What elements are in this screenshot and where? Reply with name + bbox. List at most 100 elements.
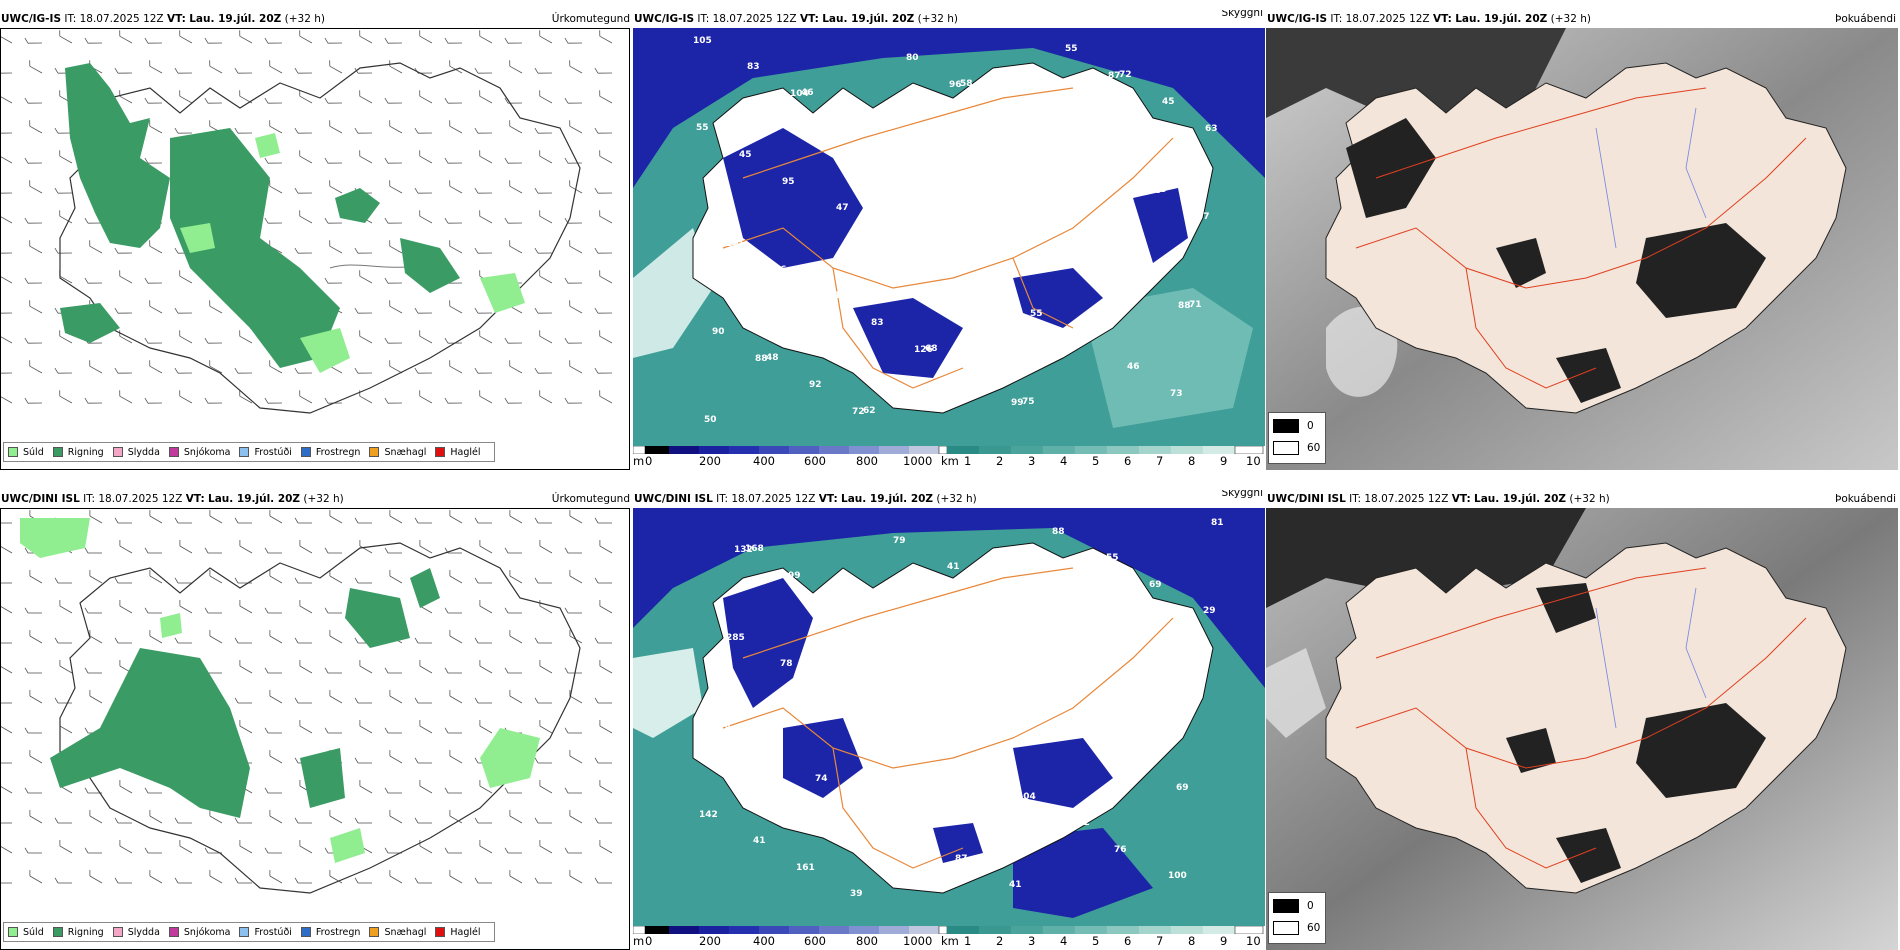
visibility-panel-row2: UWC/DINI ISL IT: 18.07.2025 12Z VT: Lau.… xyxy=(633,490,1265,950)
wind-barb-feather xyxy=(384,337,389,344)
wind-barb xyxy=(539,275,553,284)
wind-barb-feather xyxy=(444,727,449,734)
wind-barb-feather xyxy=(564,607,569,614)
wind-barb-feather xyxy=(384,787,389,794)
wind-barb-feather xyxy=(24,847,29,854)
wind-barb-feather xyxy=(444,217,449,224)
visibility-value-label: 45 xyxy=(739,150,752,160)
wind-barb xyxy=(119,95,133,104)
wind-barb-feather xyxy=(54,127,59,134)
legend-label: Slydda xyxy=(127,446,160,458)
visibility-value-label: 92 xyxy=(809,380,822,390)
wind-barb-feather xyxy=(84,787,89,794)
wind-barb xyxy=(599,665,613,674)
colorbar-tick: 9 xyxy=(1220,934,1228,948)
wind-barb-feather xyxy=(54,367,59,374)
legend-label: 60 xyxy=(1307,442,1321,454)
wind-barb-feather xyxy=(24,727,29,734)
wind-barb xyxy=(569,875,583,884)
wind-barb-feather xyxy=(384,277,389,284)
wind-barb xyxy=(119,275,133,284)
wind-barb-feather xyxy=(354,127,359,134)
wind-barb xyxy=(449,305,463,314)
wind-barb-feather xyxy=(564,37,569,44)
visibility-value-label: 126 xyxy=(914,345,933,355)
wind-barb xyxy=(239,335,253,344)
wind-barb xyxy=(299,395,313,404)
visibility-value-label: 85 xyxy=(982,677,995,687)
legend-label: Frostregn xyxy=(315,446,361,458)
visibility-value-label: 129 xyxy=(720,239,739,249)
wind-barb xyxy=(479,785,493,794)
wind-barb-feather xyxy=(204,547,209,554)
panel-title: Skyggni xyxy=(1221,490,1264,499)
precip-type-panel-row1: UWC/IG-IS IT: 18.07.2025 12Z VT: Lau. 19… xyxy=(0,10,632,470)
wind-barb xyxy=(359,95,373,104)
legend-item: Slydda xyxy=(112,446,160,458)
wind-barb xyxy=(449,755,463,764)
wind-barb xyxy=(299,35,313,44)
visibility-value-label: 161 xyxy=(796,863,815,873)
fog-indicator-panel-row2: UWC/DINI ISL IT: 18.07.2025 12Z VT: Lau.… xyxy=(1266,490,1898,950)
wind-barb xyxy=(479,845,493,854)
wind-barb-feather xyxy=(24,787,29,794)
wind-barb-feather xyxy=(414,877,419,884)
wind-barb-feather xyxy=(594,127,599,134)
wind-barb xyxy=(479,725,493,734)
wind-barb xyxy=(569,695,583,704)
legend-swatch xyxy=(239,927,250,937)
wind-barb xyxy=(569,575,583,584)
wind-barb xyxy=(119,785,133,794)
wind-barb-feather xyxy=(324,847,329,854)
wind-barb xyxy=(389,125,403,134)
wind-barb-feather xyxy=(294,187,299,194)
wind-barb-feather xyxy=(24,157,29,164)
legend-item: Snæhagl xyxy=(369,927,426,938)
wind-barb-feather xyxy=(324,727,329,734)
visibility-value-label: 66 xyxy=(1141,668,1154,678)
wind-barb xyxy=(209,515,223,524)
colorbar-tick: 8 xyxy=(1188,454,1196,468)
wind-barb-feather xyxy=(204,607,209,614)
wind-barb xyxy=(419,155,433,164)
visibility-value-label: 77 xyxy=(1197,212,1210,222)
wind-barb-feather xyxy=(504,217,509,224)
lead-time: (+32 h) xyxy=(284,13,325,25)
wind-barb-feather xyxy=(444,787,449,794)
wind-barb xyxy=(329,815,343,824)
panel-header: UWC/IG-IS IT: 18.07.2025 12Z VT: Lau. 19… xyxy=(0,10,632,28)
visibility-value-label: 83 xyxy=(747,62,760,72)
panel-header: UWC/DINI ISL IT: 18.07.2025 12Z VT: Lau.… xyxy=(1266,490,1898,508)
wind-barb-feather xyxy=(384,727,389,734)
colorbar-tick: 200 xyxy=(699,934,721,948)
wind-barb xyxy=(599,785,613,794)
legend-label: Rigning xyxy=(67,926,104,938)
wind-barb xyxy=(119,35,133,44)
visibility-value-label: 105 xyxy=(693,36,712,46)
wind-barb-feather xyxy=(204,97,209,104)
it-label: IT: xyxy=(1349,493,1362,505)
wind-barb xyxy=(359,395,373,404)
wind-barb-feather xyxy=(174,307,179,314)
legend-swatch xyxy=(435,447,446,457)
legend-item: Rigning xyxy=(52,926,104,938)
model-name: UWC/IG-IS xyxy=(1267,13,1328,25)
wind-barb-feather xyxy=(294,127,299,134)
legend-item: Frostúði xyxy=(239,446,292,458)
visibility-value-label: 99 xyxy=(788,571,801,581)
visibility-value-label: 57 xyxy=(990,589,1003,599)
wind-barb xyxy=(419,545,433,554)
wind-barb-feather xyxy=(174,577,179,584)
wind-barb-feather xyxy=(444,97,449,104)
wind-barb-feather xyxy=(234,67,239,74)
visibility-value-label: 223 xyxy=(858,801,877,811)
wind-barb xyxy=(299,725,313,734)
wind-barb-feather xyxy=(354,307,359,314)
legend-label: Frostúði xyxy=(254,446,292,458)
wind-barb-feather xyxy=(234,577,239,584)
wind-barb xyxy=(299,95,313,104)
wind-barb xyxy=(539,155,553,164)
visibility-value-label: 46 xyxy=(1127,362,1140,372)
model-name: UWC/DINI ISL xyxy=(1,493,80,505)
wind-barb-feather xyxy=(594,817,599,824)
